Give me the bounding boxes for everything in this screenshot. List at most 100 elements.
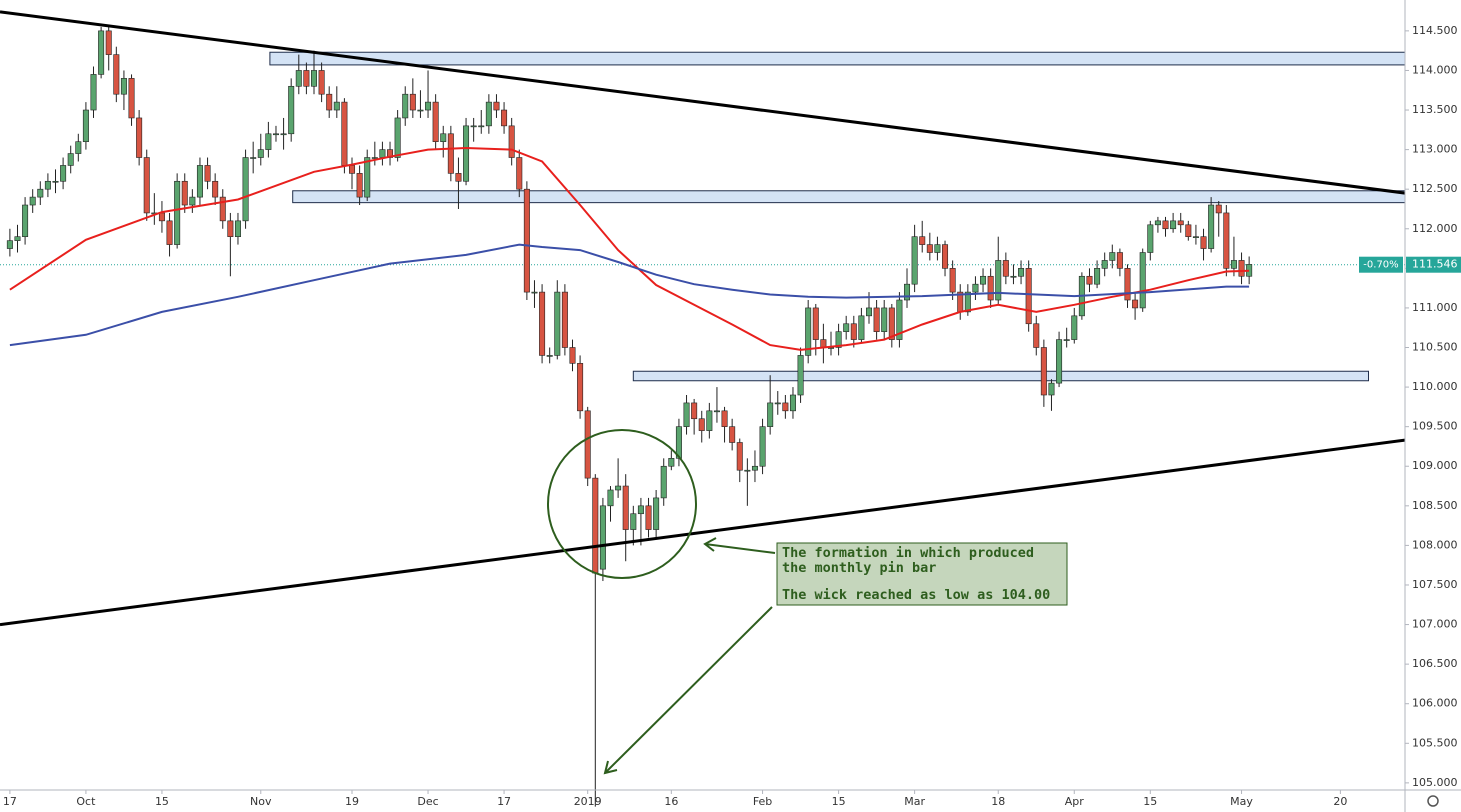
candle-body	[82, 109, 89, 142]
candle-body	[843, 323, 850, 332]
candle-body	[713, 410, 720, 413]
x-tick-label: 15	[832, 795, 846, 808]
x-tick-label: May	[1230, 795, 1253, 808]
candle-body	[599, 505, 606, 570]
change-tag	[1359, 256, 1403, 273]
change-label: -0.70%	[1363, 260, 1398, 271]
candle-body	[67, 153, 74, 166]
candle-body	[326, 93, 333, 111]
candle-body	[980, 275, 987, 285]
y-tick-label: 109.000	[1412, 459, 1458, 472]
x-tick-label: 16	[664, 795, 678, 808]
candle-body	[485, 101, 492, 127]
candle-body	[850, 323, 857, 340]
annotation-box	[776, 542, 1068, 606]
settings-icon[interactable]	[1427, 795, 1439, 807]
candle-body	[615, 485, 622, 491]
candle-body	[539, 291, 546, 356]
candle-body	[272, 133, 279, 136]
candle-body	[866, 307, 873, 317]
y-tick-label: 113.000	[1412, 143, 1458, 156]
candle-body	[561, 291, 568, 348]
annotation-line: The formation in which produced	[782, 545, 1034, 561]
candle-body	[987, 275, 994, 301]
zone	[632, 370, 1370, 382]
candle-body	[637, 505, 644, 515]
x-tick-label: 2019	[574, 795, 602, 808]
candle-body	[1056, 339, 1063, 384]
line	[9, 243, 1250, 347]
candle-body	[592, 477, 599, 574]
y-tick-label: 112.500	[1412, 182, 1458, 195]
candle-body	[1147, 224, 1154, 253]
candle-body	[691, 402, 698, 420]
line	[0, 10, 1406, 195]
candle-body	[1002, 260, 1009, 277]
candle-body	[706, 410, 713, 431]
line	[9, 146, 1250, 351]
candle-body	[98, 30, 105, 75]
candle-body	[1238, 260, 1245, 277]
candle-body	[767, 402, 774, 427]
candle-body	[1132, 299, 1139, 309]
candle-body	[280, 133, 287, 136]
candle-body	[402, 93, 409, 119]
candle-body	[1139, 252, 1146, 309]
candle-body	[1170, 220, 1177, 230]
y-tick-label: 107.000	[1412, 618, 1458, 631]
candle-body	[1040, 347, 1047, 396]
candle-body	[1094, 268, 1101, 285]
candle-body	[250, 157, 257, 159]
candle-body	[501, 109, 508, 127]
y-tick-label: 108.500	[1412, 499, 1458, 512]
candle-body	[295, 70, 302, 87]
y-tick-label: 107.500	[1412, 578, 1458, 591]
x-tick-label: Feb	[753, 795, 772, 808]
candle-body	[455, 173, 462, 182]
y-tick-label: 114.000	[1412, 63, 1458, 76]
candle-body	[341, 101, 348, 166]
candle-body	[166, 220, 173, 245]
y-tick-label: 105.500	[1412, 736, 1458, 749]
candle-body	[797, 355, 804, 396]
candle-body	[949, 268, 956, 293]
candle-body	[1192, 236, 1199, 238]
candle-body	[265, 133, 272, 150]
candle-body	[698, 418, 705, 431]
candle-body	[751, 465, 758, 471]
candle-body	[1185, 224, 1192, 237]
candle-body	[995, 260, 1002, 301]
candle-body	[143, 157, 150, 214]
candle-body	[668, 458, 675, 467]
x-tick-label: 17	[3, 795, 17, 808]
candle-body	[926, 244, 933, 253]
candle-body	[942, 244, 949, 269]
candle-body	[1124, 268, 1131, 301]
candle-body	[379, 149, 386, 158]
candle-body	[318, 70, 325, 95]
x-tick-label: Apr	[1065, 795, 1085, 808]
candle-body	[1230, 260, 1237, 269]
candle-body	[364, 157, 371, 198]
y-tick-label: 113.500	[1412, 103, 1458, 116]
candle-body	[1086, 275, 1093, 285]
candle-body	[1116, 252, 1123, 269]
candle-body	[523, 188, 530, 293]
candle-body	[1208, 204, 1215, 249]
candle-body	[729, 426, 736, 443]
candle-body	[888, 307, 895, 340]
candle-body	[1223, 212, 1230, 269]
y-tick-label: 114.500	[1412, 24, 1458, 37]
candle-body	[584, 410, 591, 479]
candle-body	[204, 165, 211, 182]
y-tick-label: 111.000	[1412, 301, 1458, 314]
candle-body	[463, 125, 470, 182]
zone	[292, 190, 1406, 204]
candle-body	[774, 402, 781, 405]
candle-body	[242, 157, 249, 222]
candle-body	[432, 101, 439, 142]
candle-body	[736, 442, 743, 471]
y-tick-label: 109.500	[1412, 420, 1458, 433]
candle-body	[630, 513, 637, 530]
